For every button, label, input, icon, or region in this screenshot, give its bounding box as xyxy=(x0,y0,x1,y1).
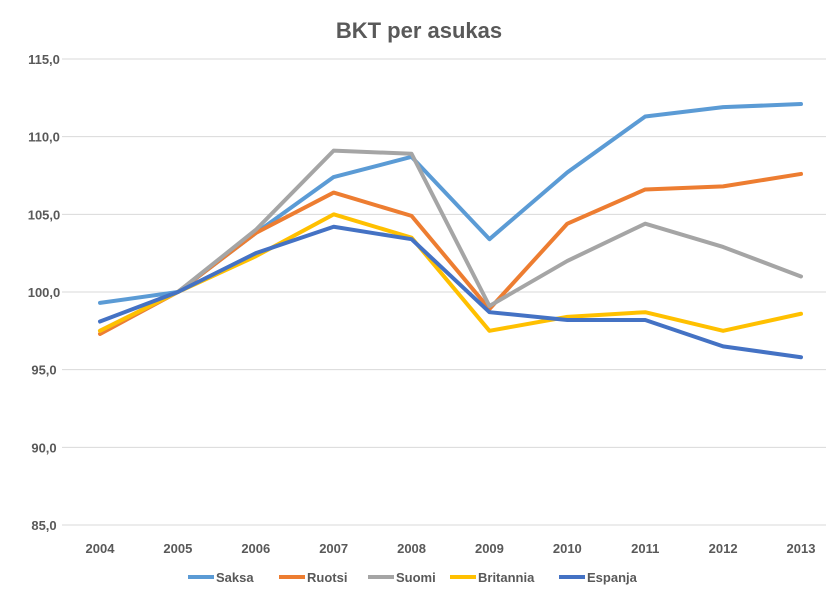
series-line-suomi xyxy=(98,148,803,333)
y-tick-label: 85,0 xyxy=(31,518,56,533)
x-tick-label: 2010 xyxy=(553,541,582,556)
legend-item-suomi[interactable]: Suomi xyxy=(368,570,436,585)
x-tick-label: 2004 xyxy=(86,541,116,556)
series-line-espanja xyxy=(98,224,803,360)
y-tick-label: 115,0 xyxy=(28,52,60,67)
y-tick-label: 95,0 xyxy=(31,363,56,378)
y-tick-label: 90,0 xyxy=(31,440,56,455)
legend-label: Suomi xyxy=(396,570,436,585)
legend-item-espanja[interactable]: Espanja xyxy=(559,570,638,585)
y-tick-label: 110,0 xyxy=(28,130,60,145)
x-tick-label: 2005 xyxy=(163,541,192,556)
x-tick-label: 2008 xyxy=(397,541,426,556)
x-tick-label: 2009 xyxy=(475,541,504,556)
chart-title: BKT per asukas xyxy=(336,18,502,43)
legend-item-ruotsi[interactable]: Ruotsi xyxy=(279,570,347,585)
legend-item-saksa[interactable]: Saksa xyxy=(188,570,254,585)
x-tick-label: 2011 xyxy=(631,541,659,556)
x-tick-label: 2007 xyxy=(319,541,348,556)
legend-label: Saksa xyxy=(216,570,254,585)
y-tick-label: 100,0 xyxy=(28,285,61,300)
x-tick-label: 2006 xyxy=(241,541,270,556)
legend-label: Ruotsi xyxy=(307,570,347,585)
legend-label: Espanja xyxy=(587,570,638,585)
legend-item-britannia[interactable]: Britannia xyxy=(450,570,535,585)
legend-label: Britannia xyxy=(478,570,535,585)
y-tick-label: 105,0 xyxy=(28,207,61,222)
x-tick-label: 2013 xyxy=(787,541,816,556)
x-tick-label: 2012 xyxy=(709,541,738,556)
